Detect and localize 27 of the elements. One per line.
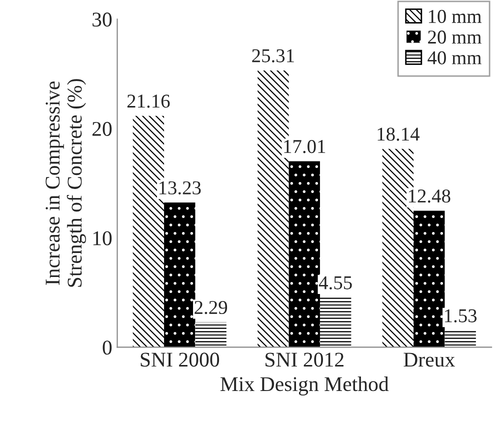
bar <box>195 322 226 348</box>
y-tick-label: 30 <box>92 12 112 27</box>
data-label: 17.01 <box>284 140 326 154</box>
x-tick-label: Dreux <box>404 352 455 367</box>
x-tick-label: SNI 2000 <box>140 352 220 367</box>
bar <box>414 210 445 348</box>
legend-label: 40 mm <box>428 51 482 64</box>
legend-label: 10 mm <box>428 10 482 24</box>
y-tick-label: 20 <box>92 122 112 136</box>
data-label: 13.23 <box>159 181 201 194</box>
legend-label: 20 mm <box>428 30 482 44</box>
y-tick-label: 10 <box>93 231 112 246</box>
data-label: 12.48 <box>408 189 450 203</box>
y-axis-title: Increase in Compressive Strength of Concrete (%) <box>46 79 86 287</box>
bar <box>320 297 352 348</box>
data-label: 21.16 <box>127 94 170 108</box>
data-label: 25.31 <box>252 49 294 62</box>
y-tick-label: 0 <box>102 340 112 355</box>
data-label: 1.53 <box>445 309 477 322</box>
bar <box>288 161 320 348</box>
x-axis-title: Mix Design Method <box>220 376 389 396</box>
bar <box>444 330 476 348</box>
data-label: 4.55 <box>318 276 352 290</box>
data-label: 18.14 <box>378 128 420 141</box>
x-tick-label: SNI 2012 <box>266 352 344 367</box>
bar <box>164 202 196 348</box>
data-label: 2.29 <box>194 300 228 314</box>
